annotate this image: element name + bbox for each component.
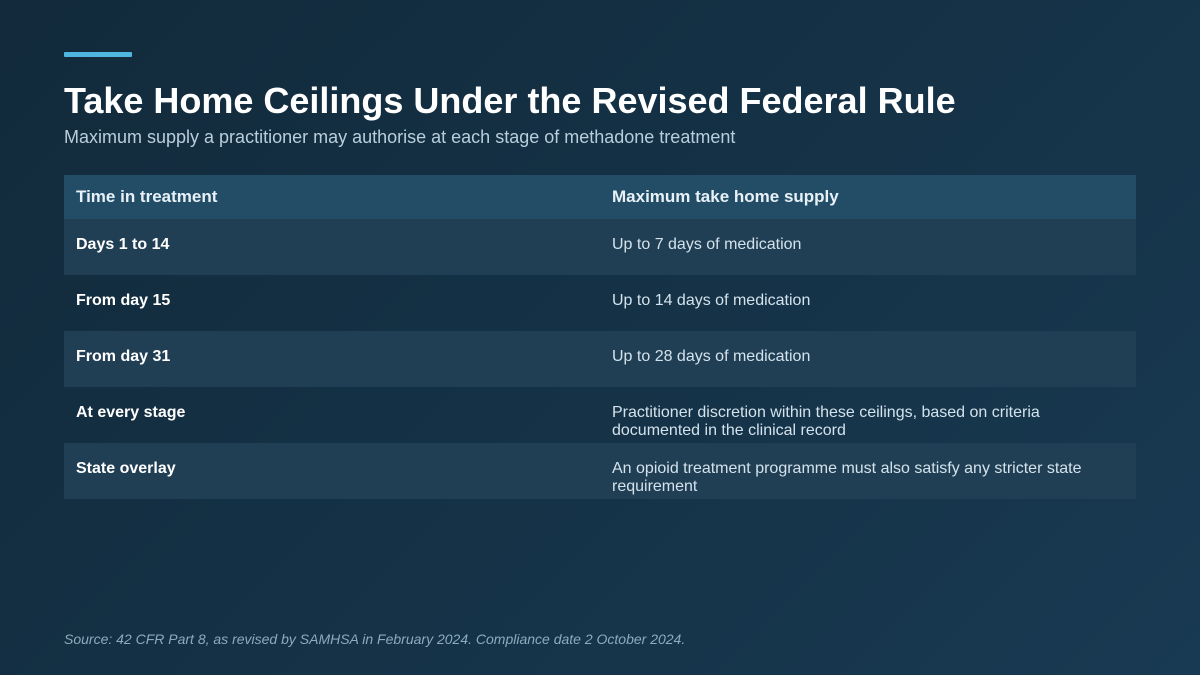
page-title: Take Home Ceilings Under the Revised Fed… — [64, 80, 956, 121]
source-note: Source: 42 CFR Part 8, as revised by SAM… — [64, 631, 686, 647]
row-supply: Up to 28 days of medication — [612, 348, 811, 365]
row-stage: From day 31 — [76, 348, 171, 365]
column-header-supply: Maximum take home supply — [612, 187, 839, 206]
table-row: From day 15 Up to 14 days of medication — [64, 275, 1136, 331]
table-row: From day 31 Up to 28 days of medication — [64, 331, 1136, 387]
accent-bar — [64, 52, 132, 57]
row-stage: From day 15 — [76, 292, 171, 309]
slide: Take Home Ceilings Under the Revised Fed… — [64, 52, 1136, 652]
row-supply: Up to 7 days of medication — [612, 236, 802, 253]
row-stage: At every stage — [76, 404, 186, 421]
page-subtitle: Maximum supply a practitioner may author… — [64, 127, 736, 147]
table-row: At every stage Practitioner discretion w… — [64, 387, 1136, 443]
row-supply: An opioid treatment programme must also … — [612, 460, 1082, 495]
table-header-row: Time in treatment Maximum take home supp… — [64, 175, 1136, 219]
column-header-time: Time in treatment — [76, 187, 218, 206]
row-stage: Days 1 to 14 — [76, 236, 170, 253]
table-row: State overlay An opioid treatment progra… — [64, 443, 1136, 499]
table-row: Days 1 to 14 Up to 7 days of medication — [64, 219, 1136, 275]
row-supply: Practitioner discretion within these cei… — [612, 404, 1040, 439]
take-home-ceilings-table: Time in treatment Maximum take home supp… — [64, 175, 1136, 499]
row-stage: State overlay — [76, 460, 176, 477]
row-supply: Up to 14 days of medication — [612, 292, 811, 309]
